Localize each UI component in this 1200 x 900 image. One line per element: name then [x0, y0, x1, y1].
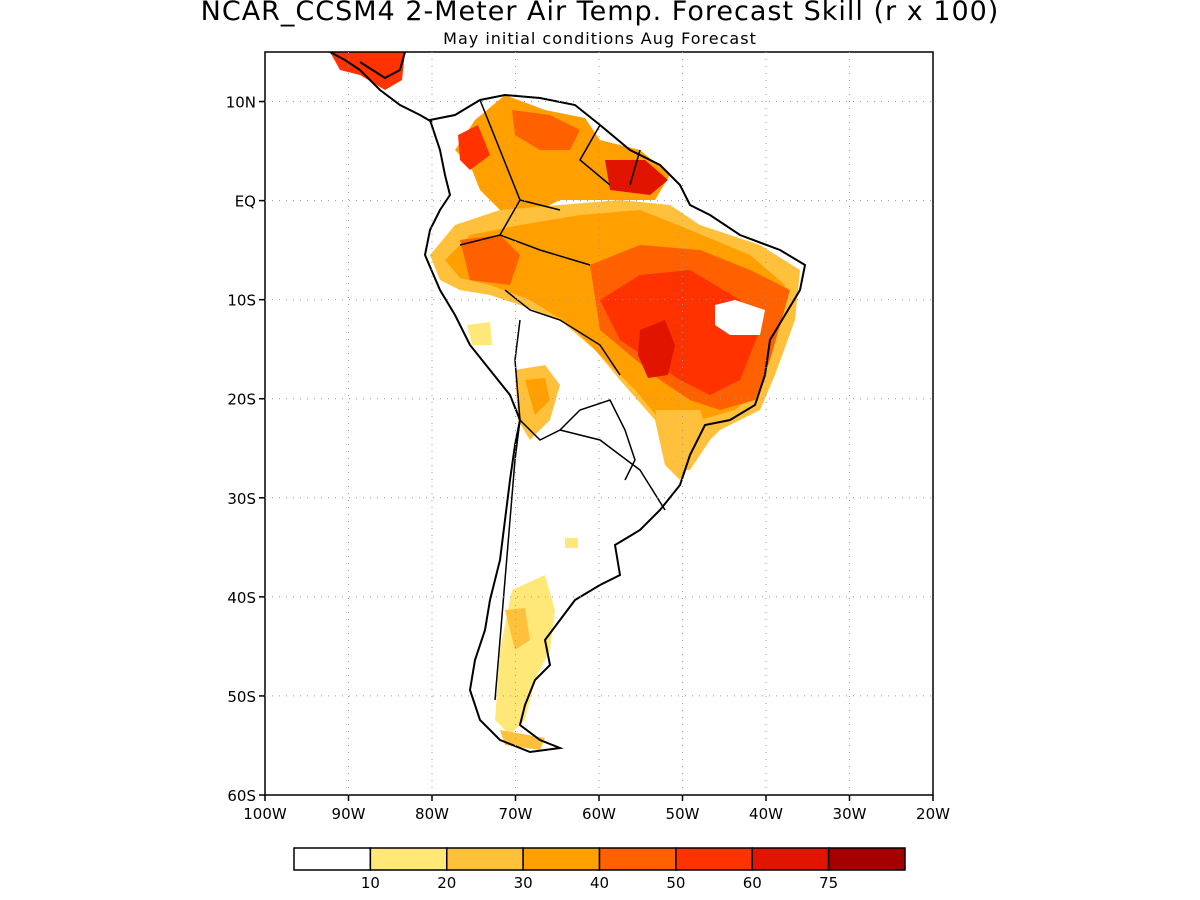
colorbar-label: 30	[514, 874, 533, 892]
shading-brazil-core	[600, 270, 760, 395]
lon-tick-label: 40W	[749, 805, 783, 823]
colorbar-label: 75	[819, 874, 838, 892]
shading-guianas	[605, 160, 668, 195]
colorbar-label: 40	[590, 874, 609, 892]
lat-tick-label: 60S	[227, 787, 256, 805]
map-title: NCAR_CCSM4 2-Meter Air Temp. Forecast Sk…	[200, 0, 1000, 27]
lon-tick-label: 30W	[833, 805, 867, 823]
central-america-coastline	[329, 52, 433, 123]
lon-tick-label: 90W	[332, 805, 366, 823]
lon-tick-label: 50W	[666, 805, 700, 823]
lat-tick-label: 20S	[227, 391, 256, 409]
shading-venezuela-core	[512, 110, 580, 150]
lat-tick-label: 30S	[227, 490, 256, 508]
colorbar: 10 20 30 40 50 60 75	[293, 847, 906, 892]
colorbar-swatch	[751, 847, 830, 871]
coastlines	[329, 52, 807, 754]
lat-tick-label: 50S	[227, 688, 256, 706]
shading-south-brazil	[655, 410, 710, 470]
lat-tick-label: 10S	[227, 292, 256, 310]
map-subtitle: May initial conditions Aug Forecast	[443, 29, 757, 48]
shading-bolivia-core	[525, 378, 550, 415]
lat-tick-label: EQ	[235, 193, 256, 211]
colorbar-swatch	[293, 847, 372, 871]
lon-tick-label: 70W	[499, 805, 533, 823]
shading-peru	[460, 235, 520, 285]
colorbar-swatch	[827, 847, 906, 871]
shading-colombia-west	[458, 125, 490, 170]
colorbar-swatch	[446, 847, 524, 871]
colorbar-label: 50	[666, 874, 685, 892]
colorbar-label: 20	[437, 874, 456, 892]
colorbar-swatch	[598, 847, 677, 871]
country-borders	[459, 99, 666, 701]
lat-tick-label: 10N	[226, 94, 256, 112]
colorbar-swatch	[369, 847, 448, 871]
shading-northeast-gap	[715, 300, 765, 335]
colorbar-swatch	[522, 847, 601, 871]
colorbar-label: 60	[743, 874, 762, 892]
south-america-coastline	[423, 93, 807, 754]
lon-tick-label: 60W	[582, 805, 616, 823]
shading-argentina-small	[565, 538, 578, 548]
lon-tick-label: 20W	[916, 805, 950, 823]
skill-shading	[330, 52, 800, 750]
colorbar-label: 10	[361, 874, 380, 892]
shading-tierra-del-fuego	[500, 730, 545, 750]
shading-brazil-max	[638, 320, 675, 378]
lon-tick-label: 80W	[415, 805, 449, 823]
shading-patagonia-core	[505, 608, 530, 650]
shading-peru-small	[467, 322, 492, 345]
lon-tick-label: 100W	[243, 805, 287, 823]
colorbar-swatch	[675, 847, 753, 871]
lat-tick-label: 40S	[227, 589, 256, 607]
